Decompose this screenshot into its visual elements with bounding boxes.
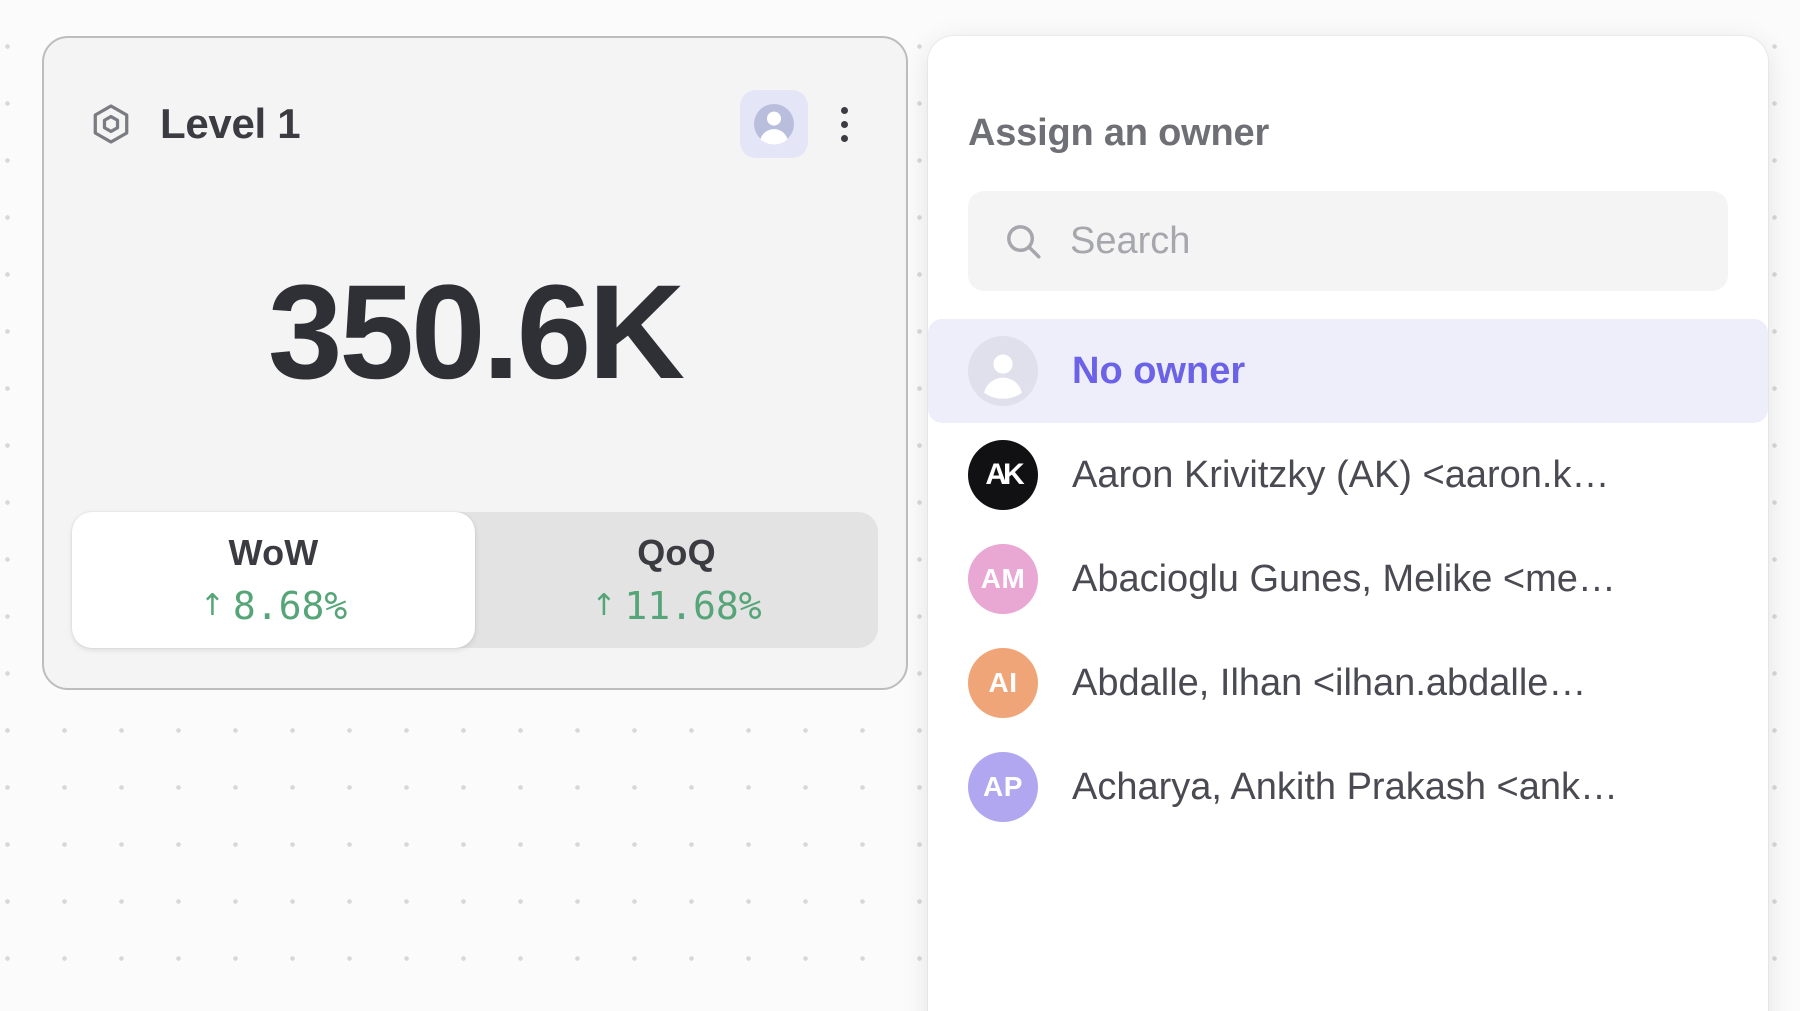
hexagon-icon (88, 101, 134, 147)
list-item[interactable]: AM Abacioglu Gunes, Melike <me… (928, 527, 1768, 631)
arrow-up-icon: ↑ (199, 588, 225, 623)
segment-qoq-label: QoQ (637, 532, 716, 573)
person-icon (750, 100, 798, 148)
metric-value: 350.6K (267, 258, 685, 407)
card-header: Level 1 (88, 86, 866, 162)
owner-list: No owner AK Aaron Krivitzky (AK) <aaron.… (928, 319, 1768, 839)
avatar-initials: AM (980, 563, 1026, 594)
segment-qoq-delta-value: 11.68% (624, 584, 762, 628)
assign-owner-avatar-button[interactable] (740, 90, 808, 158)
list-item-label: Abacioglu Gunes, Melike <me… (1072, 557, 1616, 600)
segment-wow-delta: ↑ 8.68% (200, 584, 348, 628)
kebab-dot (840, 120, 848, 128)
metric-card[interactable]: Level 1 350.6K WoW (42, 36, 908, 690)
avatar: AP (968, 752, 1038, 822)
search-input[interactable] (1070, 219, 1694, 263)
kebab-menu-icon[interactable] (822, 90, 866, 158)
list-item[interactable]: AK Aaron Krivitzky (AK) <aaron.k… (928, 423, 1768, 527)
avatar-initials: AK (985, 458, 1024, 491)
comparison-segmented-control: WoW ↑ 8.68% QoQ ↑ 11.68% (72, 512, 878, 648)
list-item[interactable]: No owner (928, 319, 1768, 423)
list-item-label: Acharya, Ankith Prakash <ank… (1072, 765, 1619, 808)
avatar: AI (968, 648, 1038, 718)
card-header-actions (740, 90, 866, 158)
segment-qoq[interactable]: QoQ ↑ 11.68% (475, 512, 878, 648)
kebab-dot (840, 134, 848, 142)
list-item[interactable]: AP Acharya, Ankith Prakash <ank… (928, 735, 1768, 839)
assign-owner-panel: Assign an owner No owner AK (928, 36, 1768, 1011)
arrow-up-icon: ↑ (591, 588, 617, 623)
owner-search-box[interactable] (968, 191, 1728, 291)
avatar-initials: AI (988, 667, 1018, 698)
card-title: Level 1 (160, 100, 301, 147)
kebab-dot (840, 106, 848, 114)
list-item-label: Abdalle, Ilhan <ilhan.abdalle… (1072, 661, 1587, 704)
segment-wow[interactable]: WoW ↑ 8.68% (72, 512, 475, 648)
list-item-label: No owner (1072, 349, 1246, 392)
avatar: AM (968, 544, 1038, 614)
list-item-label: Aaron Krivitzky (AK) <aaron.k… (1072, 453, 1610, 496)
search-icon (1002, 220, 1044, 262)
panel-title: Assign an owner (968, 112, 1270, 154)
segment-wow-label: WoW (228, 532, 319, 573)
no-owner-avatar-icon (968, 336, 1038, 406)
segment-wow-delta-value: 8.68% (232, 584, 348, 628)
avatar-initials: AP (983, 771, 1023, 802)
avatar: AK (968, 440, 1038, 510)
list-item[interactable]: AI Abdalle, Ilhan <ilhan.abdalle… (928, 631, 1768, 735)
segment-qoq-delta: ↑ 11.68% (591, 584, 761, 628)
